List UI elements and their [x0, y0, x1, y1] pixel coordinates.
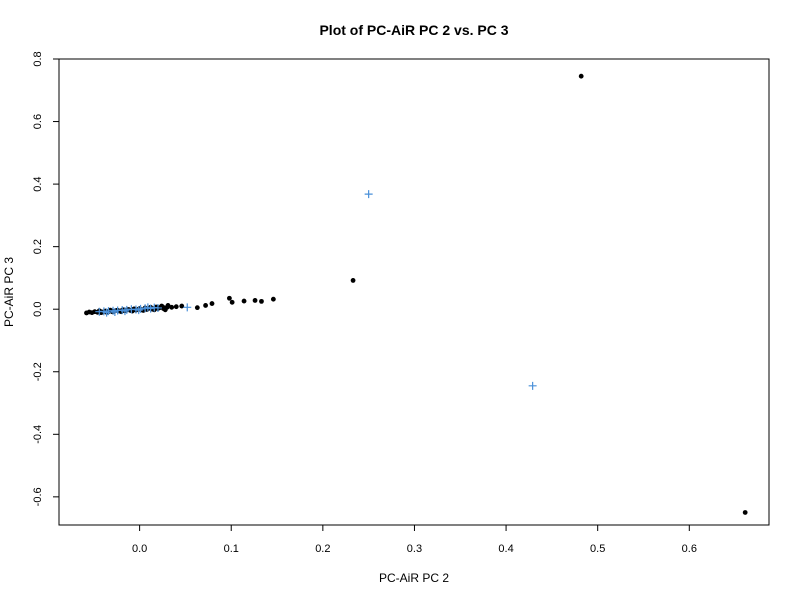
data-point — [173, 304, 179, 310]
data-points — [84, 73, 748, 515]
y-tick-label: -0.4 — [32, 425, 44, 444]
y-tick-label: -0.6 — [32, 487, 44, 506]
data-point-plus — [183, 303, 192, 312]
data-point — [194, 305, 200, 311]
y-tick-label: 0.6 — [32, 114, 44, 129]
data-point — [179, 303, 185, 309]
x-tick-label: 0.4 — [498, 543, 513, 555]
data-point-plus — [364, 190, 373, 199]
x-tick-label: 0.1 — [224, 543, 239, 555]
x-tick-label: 0.5 — [590, 543, 605, 555]
data-point — [84, 310, 89, 316]
chart-title: Plot of PC-AiR PC 2 vs. PC 3 — [319, 22, 508, 38]
data-point — [169, 304, 175, 310]
data-point — [229, 299, 235, 305]
y-axis: -0.6 -0.4 -0.2 0.0 0.2 0.4 0.6 0.8 — [32, 51, 59, 506]
x-tick-label: 0.2 — [315, 543, 330, 555]
x-axis: 0.0 0.1 0.2 0.3 0.4 0.5 0.6 — [132, 525, 697, 555]
data-point-plus — [528, 381, 537, 390]
data-point-plus — [120, 307, 129, 316]
x-tick-label: 0.6 — [682, 543, 697, 555]
y-tick-label: 0.0 — [32, 302, 44, 317]
data-point — [161, 306, 166, 311]
data-point-plus — [95, 307, 104, 316]
data-point — [259, 298, 264, 304]
data-point — [742, 510, 748, 515]
y-tick-label: 0.2 — [32, 239, 44, 254]
data-point-plus — [143, 303, 152, 312]
data-point — [350, 278, 356, 283]
data-point — [165, 303, 171, 308]
plot-frame — [58, 58, 770, 526]
data-point — [578, 73, 584, 79]
data-point — [241, 298, 247, 304]
data-point — [270, 296, 276, 302]
data-point-plus — [102, 308, 111, 317]
data-point — [227, 295, 232, 301]
data-point-plus — [127, 305, 136, 314]
y-tick-label: -0.2 — [32, 362, 44, 381]
data-point — [252, 298, 258, 303]
y-axis-label: PC-AiR PC 3 — [2, 257, 16, 327]
data-point-plus — [134, 306, 143, 315]
data-point — [203, 303, 208, 308]
data-point-plus — [110, 308, 119, 317]
x-tick-label: 0.0 — [132, 543, 147, 555]
y-tick-label: 0.8 — [32, 51, 44, 66]
x-tick-label: 0.3 — [407, 543, 422, 555]
y-tick-label: 0.4 — [32, 176, 44, 191]
x-axis-label: PC-AiR PC 2 — [379, 571, 449, 585]
data-point-plus — [136, 304, 145, 313]
data-point — [209, 301, 215, 306]
